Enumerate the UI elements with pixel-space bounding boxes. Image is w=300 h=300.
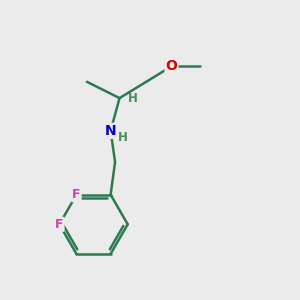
Text: H: H [128, 92, 138, 105]
Text: O: O [166, 59, 178, 73]
Text: F: F [55, 218, 64, 231]
Text: N: N [105, 124, 116, 138]
Text: H: H [118, 131, 128, 144]
Text: F: F [72, 188, 81, 201]
